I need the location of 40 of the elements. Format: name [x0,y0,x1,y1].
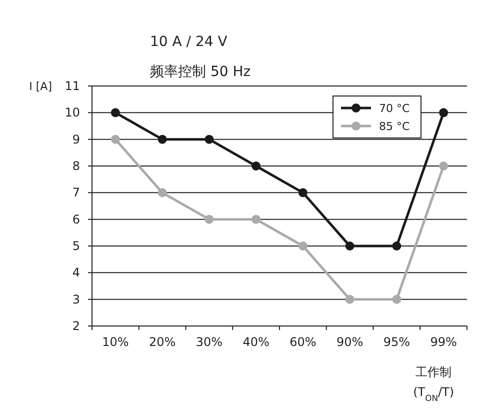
point [158,188,167,198]
point [439,108,448,118]
y-axis-title: I [A] [29,80,52,93]
y-tick-label: 6 [72,212,80,226]
point [345,294,354,304]
y-tick-label: 8 [72,159,80,173]
point [204,214,214,224]
point [110,108,120,118]
point [298,188,308,198]
point [392,242,402,250]
legend-label: 70 °C [379,102,410,115]
x-tick-label: 60% [290,335,316,349]
y-tick-label: 9 [72,132,80,146]
chart-title: 10 A / 24 V [150,34,228,50]
x-tick-label: 90% [336,335,364,349]
x-tick-label: 20% [148,335,176,349]
point [345,242,354,250]
point [298,242,308,250]
x-tick-label: 40% [242,335,270,349]
point [158,134,167,144]
chart-subtitle: 频率控制 50 Hz [150,64,251,80]
y-tick-label: 3 [72,292,80,306]
x-axis-title: 工作制 (T$_{ON}$/T) [413,365,454,403]
y-tick-label: 10 [64,106,80,120]
point [252,162,261,170]
x-tick-label: 10% [102,335,129,349]
y-tick-label: 4 [72,266,80,280]
y-tick-label: 5 [72,239,80,253]
point [110,134,120,144]
x-tick-label: 30% [196,335,223,349]
point [252,214,261,224]
y-tick-label: 11 [64,79,80,93]
x-tick-label: 95% [383,335,410,349]
x-tick-label: 99% [430,335,457,349]
y-tick-label: 2 [72,319,80,333]
legend-label: 85 °C [379,120,410,133]
point [204,134,214,144]
y-tick-label: 7 [72,186,80,200]
point [439,162,448,170]
point [392,294,402,304]
